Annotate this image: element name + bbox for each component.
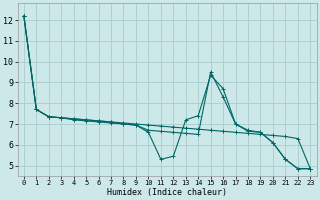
X-axis label: Humidex (Indice chaleur): Humidex (Indice chaleur) [107,188,227,197]
